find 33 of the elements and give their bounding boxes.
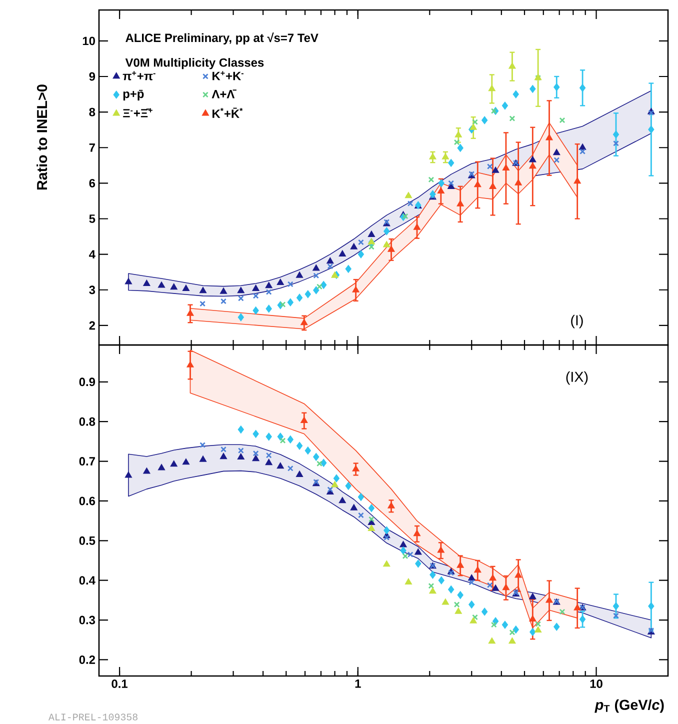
y-tick-label: 9: [89, 72, 96, 81]
y-tick-label: 5: [89, 214, 96, 223]
y-tick-label: 0.4: [79, 576, 96, 585]
y-axis-title: Ratio to INEL>0: [36, 84, 48, 190]
y-tick-label: 0.9: [79, 378, 96, 386]
text: V0M Multiplicity Classes: [125, 58, 264, 70]
y-tick-label: 0.3: [79, 616, 96, 624]
text: ALI-PREL-109358: [48, 714, 138, 720]
y-tick-label: 4: [89, 250, 96, 258]
legend-label: p+p̄: [123, 90, 144, 100]
legend-label: π$^{+}$+π$^{-}$: [122, 71, 156, 80]
x-tick-label: 1: [355, 680, 361, 688]
y-tick-label: 8: [89, 108, 96, 116]
legend-label: K$^{*}$+K̄$^{*}$: [212, 108, 243, 118]
x-tick-label: 10: [590, 680, 602, 688]
y-tick-label: 10: [82, 36, 95, 46]
y-tick-label: 0.2: [79, 656, 95, 664]
legend-label: Λ+Λ̄: [212, 90, 236, 98]
y-tick-label: 0.6: [79, 496, 96, 506]
annotation: (I): [571, 314, 583, 328]
y-tick-label: 0.5: [79, 536, 96, 545]
legend-label: K$^{+}$+K$^{-}$: [212, 71, 244, 80]
x-axis-title: p$_{T}$ (GeV/c): [594, 699, 664, 713]
text: ALICE Preliminary, pp at √s=7 TeV: [126, 32, 318, 44]
y-tick-label: 0.7: [79, 457, 95, 466]
y-tick-label: 3: [89, 286, 96, 294]
y-tick-label: 0.8: [79, 417, 96, 426]
y-tick-label: 6: [89, 178, 96, 188]
y-tick-label: 2: [89, 321, 95, 330]
legend-label: Ξ$^{-}$+Ξ̄$^{+}$: [123, 108, 152, 118]
x-tick-label: 0.1: [112, 680, 128, 688]
annotation: (IX): [566, 371, 588, 385]
y-tick-label: 7: [89, 144, 95, 152]
